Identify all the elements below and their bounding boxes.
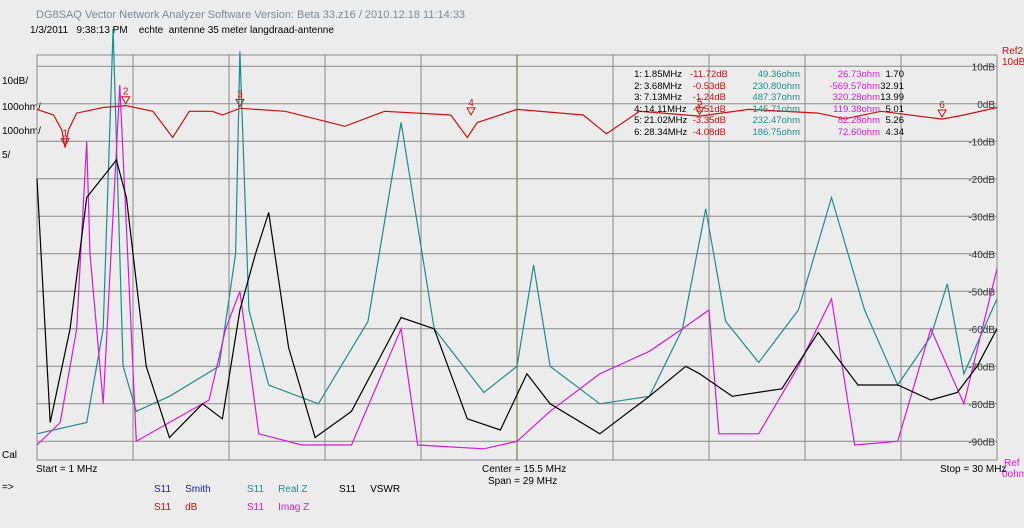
legend-trace-name: Real Z <box>278 484 308 495</box>
marker-real-cell: 230.80ohm <box>752 80 800 92</box>
marker-flag <box>694 106 705 116</box>
marker-real-cell: 487.37ohm <box>752 92 800 103</box>
cal-label[interactable]: Cal <box>2 450 18 461</box>
marker-vswr-cell: 32.91 <box>880 80 904 92</box>
marker-imag-cell: -569.57ohm <box>829 80 880 92</box>
trace-real-z <box>36 28 998 435</box>
marker-vswr-cell: 5.26 <box>885 115 905 126</box>
imag-scale-label: 100ohm/ <box>2 126 41 137</box>
legend-db[interactable]: S11 dB <box>154 502 197 513</box>
legend-vswr[interactable]: S11 VSWR <box>339 484 400 495</box>
marker-db-cell: -3.51dB <box>692 103 726 115</box>
legend-param: S11 <box>339 484 357 495</box>
marker-flag <box>60 138 70 147</box>
marker-imag-cell: 320.28ohm <box>832 92 880 103</box>
trace-vswr <box>36 158 998 439</box>
db-tick-label: -50dB <box>968 287 995 298</box>
marker-freq-cell: 21.02MHz <box>644 115 688 126</box>
marker-db-cell: -4.08dB <box>692 126 726 138</box>
legend-param: S11 <box>247 484 265 495</box>
marker-number: 2 <box>123 87 129 98</box>
db-tick-labels: 10dB0dB-10dB-20dB-30dB-40dB-50dB-60dB-70… <box>968 62 995 448</box>
marker-flag <box>235 98 245 108</box>
db-tick-label: -30dB <box>968 212 995 223</box>
marker-n-cell: 5: <box>634 115 642 126</box>
vswr-scale-label: 5/ <box>2 150 11 161</box>
marker-flag <box>937 109 947 119</box>
legend-trace-name: VSWR <box>370 484 401 495</box>
marker-number: 1 <box>62 129 68 140</box>
marker-n-cell: 2: <box>634 80 642 92</box>
marker-vswr-cell: 5.01 <box>885 103 905 115</box>
ref-ohm-unit-label: 0ohm <box>1002 469 1024 480</box>
legend-real-z[interactable]: S11 Real Z <box>247 484 308 495</box>
marker-freq-cell: 3.68MHz <box>644 80 683 92</box>
measurement-description: 1/3/2011 9:38:13 PM echte antenne 35 met… <box>30 25 334 36</box>
marker-number: 4 <box>468 98 474 109</box>
db-tick-label: -40dB <box>968 250 995 261</box>
db-tick-label: 10dB <box>972 62 996 73</box>
marker-flag <box>466 107 476 116</box>
marker-number: 6 <box>939 100 945 111</box>
db-tick-label: 0dB <box>977 100 995 111</box>
marker-flag <box>120 96 131 105</box>
marker-real-cell: 186.75ohm <box>752 126 800 138</box>
ref-db-label: 10dB <box>1002 57 1024 68</box>
db-tick-label: -80dB <box>968 400 995 411</box>
marker-n-cell: 4: <box>634 103 642 115</box>
legend-trace-name: dB <box>185 502 198 513</box>
marker-freq-cell: 28.34MHz <box>644 126 688 138</box>
marker-number: 5 <box>697 97 703 108</box>
center-frequency: Center = 15.5 MHz <box>482 464 567 475</box>
legend-smith[interactable]: S11 Smith <box>154 484 211 495</box>
marker-n-cell: 6: <box>634 126 642 138</box>
legend-trace-name: Smith <box>185 484 211 495</box>
legend-param: S11 <box>154 502 172 513</box>
marker-imag-cell: 26.73ohm <box>837 69 880 80</box>
marker-vswr-cell: 1.70 <box>885 69 905 80</box>
app-title: DG8SAQ Vector Network Analyzer Software … <box>36 9 466 21</box>
db-tick-label: -10dB <box>968 137 995 148</box>
plot-grid <box>36 54 998 461</box>
db-tick-label: -70dB <box>968 362 995 373</box>
marker-imag-cell: 82.28ohm <box>837 115 880 126</box>
marker-n-cell: 3: <box>634 92 642 103</box>
marker-db-cell: -11.72dB <box>690 69 728 80</box>
db-scale-label: 10dB/ <box>2 76 29 87</box>
marker-db-cell: -0.53dB <box>692 80 726 92</box>
marker-vswr-cell: 4.34 <box>885 126 905 138</box>
ref-ohm-label: Ref <box>1004 458 1020 469</box>
marker-n-cell: 1: <box>634 69 642 80</box>
real-scale-label: 100ohm/ <box>2 102 41 113</box>
marker-number: 3 <box>237 89 243 100</box>
stop-frequency: Stop = 30 MHz <box>940 464 1007 475</box>
trace-db <box>36 104 998 148</box>
marker-imag-cell: 72.60ohm <box>837 126 880 138</box>
trace-group <box>36 28 998 450</box>
legend-imag-z[interactable]: S11 Imag Z <box>247 502 309 513</box>
trace-imag-z <box>36 84 998 450</box>
ref-label: Ref2 <box>1002 46 1024 57</box>
marker-db-cell: -3.35dB <box>692 115 726 126</box>
span-frequency: Span = 29 MHz <box>488 476 558 487</box>
arrow-label[interactable]: => <box>2 482 14 493</box>
legend-trace-name: Imag Z <box>278 502 310 513</box>
legend-param: S11 <box>154 484 172 495</box>
start-frequency: Start = 1 MHz <box>36 464 98 475</box>
marker-freq-cell: 7.13MHz <box>644 92 683 103</box>
db-tick-label: -20dB <box>968 175 995 186</box>
marker-freq-cell: 1.85MHz <box>644 69 683 80</box>
marker-real-cell: 232.47ohm <box>752 115 800 126</box>
marker-imag-cell: 119.38ohm <box>833 103 880 115</box>
db-tick-label: -90dB <box>968 437 995 448</box>
legend-param: S11 <box>247 502 265 513</box>
marker-vswr-cell: 13.99 <box>880 92 904 103</box>
marker-db-cell: -1.24dB <box>692 92 726 103</box>
marker-flags: 1 2 3 4 5 6 <box>60 87 947 147</box>
marker-real-cell: 49.36ohm <box>757 69 800 80</box>
marker-real-cell: 145.71ohm <box>752 103 800 115</box>
marker-freq-cell: 14.11MHz <box>644 103 687 115</box>
